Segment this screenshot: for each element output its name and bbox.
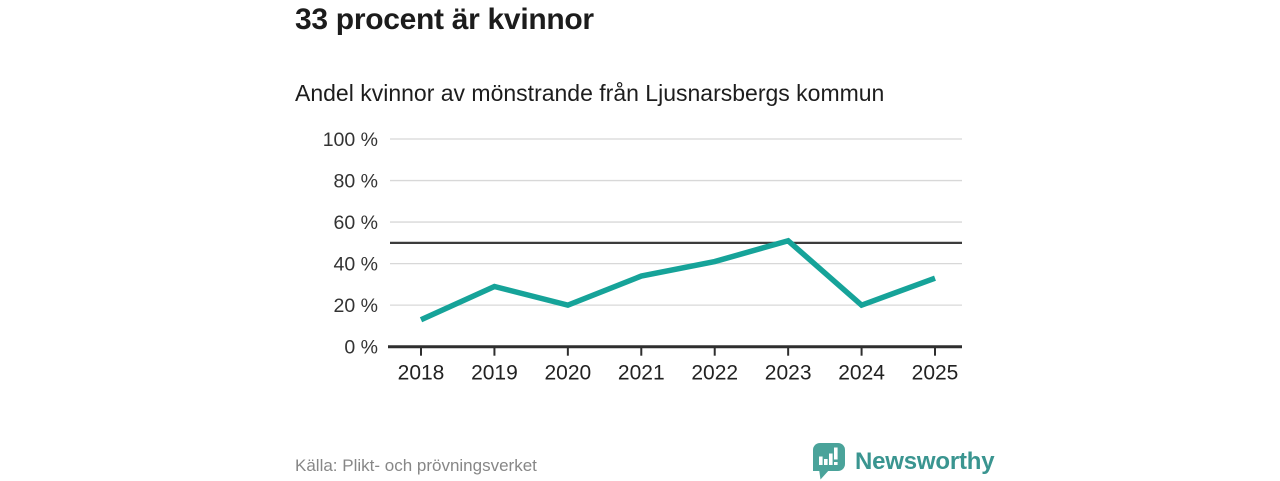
y-axis-tick-label: 0 % [344,337,378,359]
page-title: 33 procent är kvinnor [295,3,594,36]
x-axis-tick-label: 2025 [912,362,959,385]
data-series-line [419,237,936,323]
y-axis-tick-label: 60 % [334,212,378,234]
chart-subtitle: Andel kvinnor av mönstrande från Ljusnar… [295,80,885,106]
badge-bars-icon [819,447,838,465]
newsworthy-badge-icon [813,443,845,480]
y-axis-tick-label: 80 % [334,171,378,193]
line-chart: 0 % 20 % 40 % 60 % 80 % 100 % 2018 2019 2020 2021… [290,122,990,387]
source-caption: Källa: Plikt- och prövningsverket [295,456,537,475]
y-axis-tick-label: 40 % [334,254,378,276]
x-axis-tick-label: 2021 [618,362,665,385]
newsworthy-logo[interactable]: Newsworthy [813,443,995,480]
x-axis-tick-label: 2022 [691,362,738,385]
x-axis-tick-label: 2020 [545,362,592,385]
chart-canvas: 0 % 20 % 40 % 60 % 80 % 100 % 2018 2019 2020 2021… [323,129,962,385]
x-axis-tick-label: 2018 [398,362,445,385]
x-axis-tick-label: 2024 [838,362,885,385]
x-axis-tick-label: 2019 [471,362,518,385]
y-axis-tick-label: 100 % [323,129,378,151]
newsworthy-wordmark: Newsworthy [855,448,995,475]
x-axis-tick-label: 2023 [765,362,812,385]
y-axis-tick-label: 20 % [334,295,378,317]
